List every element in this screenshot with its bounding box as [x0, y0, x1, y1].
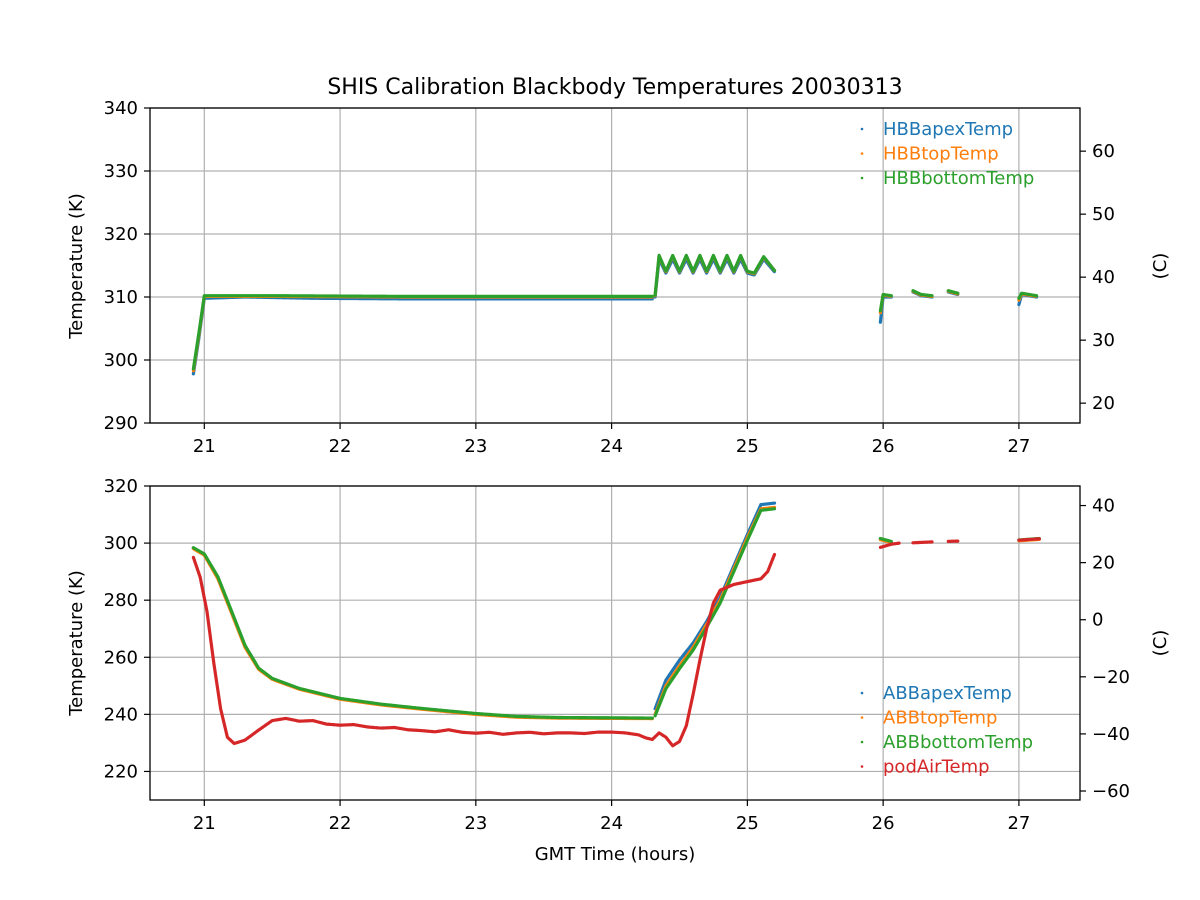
- right-y-tick-label: −40: [1092, 724, 1130, 745]
- y-tick-label: 290: [104, 413, 138, 434]
- x-tick-label: 21: [193, 436, 216, 457]
- series-segment: [653, 253, 777, 297]
- y-tick-label: 340: [104, 98, 138, 119]
- chart-title: SHIS Calibration Blackbody Temperatures …: [327, 75, 902, 100]
- series-segment: [911, 289, 934, 298]
- x-tick-label: 24: [600, 436, 623, 457]
- x-tick-label: 22: [329, 813, 352, 834]
- x-tick-label: 25: [736, 813, 759, 834]
- x-tick-label: 24: [600, 813, 623, 834]
- right-y-tick-label: −60: [1092, 781, 1130, 802]
- x-tick-label: 22: [329, 436, 352, 457]
- axes-frame: [149, 107, 1081, 424]
- y-axis-label: Temperature (K): [66, 570, 87, 717]
- legend-marker: [860, 740, 864, 744]
- y-tick-label: 320: [104, 224, 138, 245]
- right-y-tick-label: 20: [1092, 393, 1115, 414]
- legend-marker: [860, 152, 864, 155]
- right-y-tick-label: 30: [1092, 330, 1115, 351]
- legend-marker: [860, 127, 864, 131]
- y-tick-label: 310: [104, 287, 138, 308]
- bottom-panel: 21 22 23 24 25 26 27 220 240 260 280 300 320 40 20 0 −20…: [66, 476, 1171, 865]
- x-tick-label: 23: [464, 436, 487, 457]
- legend-label: ABBapexTemp: [883, 683, 1012, 704]
- legend-label: ABBtopTemp: [883, 708, 997, 729]
- x-tick-label: 27: [1007, 436, 1030, 457]
- legend-marker: [860, 176, 864, 180]
- y-tick-label: 220: [104, 761, 138, 782]
- y-tick-label: 300: [104, 350, 138, 371]
- y-axis-label: Temperature (K): [66, 193, 87, 340]
- x-tick-label: 25: [736, 436, 759, 457]
- series-segment: [191, 552, 777, 748]
- legend-label: ABBbottomTemp: [883, 732, 1033, 753]
- series-segment: [191, 294, 654, 371]
- y-tick-label: 260: [104, 647, 138, 668]
- right-y-tick-label: 20: [1092, 553, 1115, 574]
- right-y-tick-label: 40: [1092, 496, 1115, 517]
- series-segment: [911, 540, 934, 545]
- legend-label: HBBapexTemp: [883, 119, 1013, 140]
- series-HBBbottomTemp: [191, 253, 1039, 371]
- y-tick-label: 280: [104, 590, 138, 611]
- right-y-tick-label: 60: [1092, 141, 1115, 162]
- legend-marker: [860, 691, 864, 695]
- right-y-tick-label: −20: [1092, 667, 1130, 688]
- x-axis-label: GMT Time (hours): [535, 844, 696, 865]
- series-segment: [878, 536, 893, 543]
- y-tick-label: 240: [104, 704, 138, 725]
- series-segment: [946, 289, 960, 295]
- y-tick-label: 330: [104, 161, 138, 182]
- axes-frame: [149, 485, 1081, 801]
- right-y-axis-label: (C): [1150, 630, 1171, 657]
- series-segment: [878, 292, 893, 313]
- y-tick-label: 320: [104, 476, 138, 497]
- x-tick-label: 26: [872, 436, 895, 457]
- series-podAirTemp: [191, 537, 1041, 748]
- right-y-tick-label: 40: [1092, 267, 1115, 288]
- series-segment: [1017, 537, 1041, 542]
- x-tick-label: 21: [193, 813, 216, 834]
- legend-label: podAirTemp: [883, 757, 990, 778]
- right-y-tick-label: 50: [1092, 204, 1115, 225]
- x-tick-label: 23: [464, 813, 487, 834]
- legend-label: HBBbottomTemp: [883, 168, 1034, 189]
- right-y-tick-label: 0: [1092, 610, 1103, 631]
- legend-marker: [860, 716, 864, 719]
- x-tick-label: 27: [1007, 813, 1030, 834]
- legend-marker: [860, 765, 864, 768]
- top-panel: 21 22 23 24 25 26 27 290 300 310 320 330 340 20 30 40 50…: [66, 98, 1171, 457]
- y-tick-label: 300: [104, 533, 138, 554]
- series-segment: [878, 541, 901, 549]
- series-segment: [1017, 291, 1039, 300]
- right-y-axis-label: (C): [1150, 253, 1171, 280]
- series-segment: [653, 507, 777, 718]
- x-tick-label: 26: [872, 813, 895, 834]
- series-segment: [191, 546, 654, 720]
- legend-label: HBBtopTemp: [883, 144, 999, 165]
